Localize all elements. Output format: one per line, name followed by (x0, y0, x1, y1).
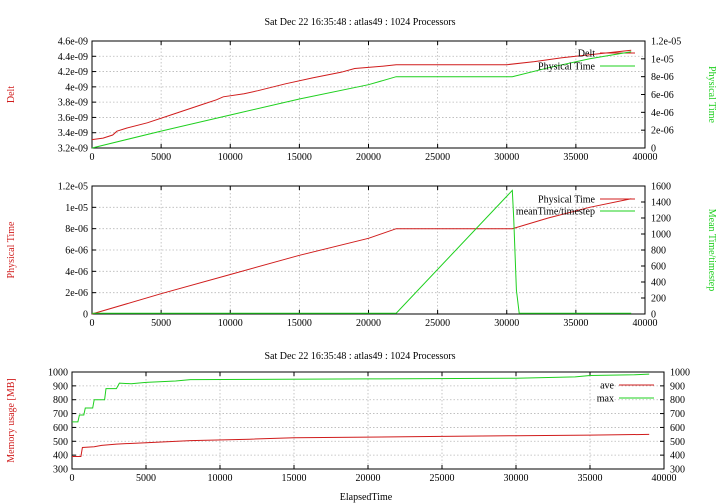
chart1-y-right-tick-label: 2e-06 (651, 126, 674, 137)
chart3-x-tick-label: 35000 (578, 473, 603, 484)
chart3-x-tick-label: 25000 (430, 473, 455, 484)
chart2-y-left-tick-label: 1e-05 (65, 203, 88, 214)
chart3-y-right-tick-label: 900 (670, 381, 685, 392)
chart3-legend-label-2: max (597, 394, 614, 405)
chart3-y-right-tick-label: 1000 (670, 368, 690, 379)
chart1-y-right-tick-label: 0 (651, 144, 656, 155)
chart2-x-tick-label: 15000 (287, 318, 312, 329)
chart2-series-line-2 (92, 189, 632, 314)
chart3-x-tick-label: 40000 (652, 473, 677, 484)
chart2-x-tick-label: 25000 (425, 318, 450, 329)
chart3-y-left-tick-label: 1000 (48, 368, 68, 379)
chart3-y-left-tick-label: 900 (53, 381, 68, 392)
chart2-x-tick-label: 35000 (563, 318, 588, 329)
chart1-series-line-1 (91, 49, 632, 141)
chart3-y-left-tick-label: 800 (53, 395, 68, 406)
chart3-y-left-tick-label: 500 (53, 437, 68, 448)
chart2-y-right-tick-label: 200 (651, 294, 666, 305)
chart1-y-right-tick-label: 6e-06 (651, 90, 674, 101)
chart2-y-left-tick-label: 2e-06 (65, 288, 88, 299)
chart2-y-right-tick-label: 400 (651, 278, 666, 289)
chart3-y-right-tick-label: 300 (670, 465, 685, 476)
chart1-y-right-tick-label: 1.2e-05 (651, 37, 681, 48)
chart3-x-tick-label: 10000 (208, 473, 233, 484)
chart1-y-left-tick-label: 4.6e-09 (58, 37, 88, 48)
chart2-x-tick-label: 40000 (633, 318, 658, 329)
chart2-y-right-tick-label: 1200 (651, 214, 671, 225)
chart3-x-tick-label: 20000 (356, 473, 381, 484)
chart1-y-right-axis-label: Physical Time (706, 66, 717, 124)
chart2-x-tick-label: 10000 (218, 318, 243, 329)
chart3-y-left-tick-label: 600 (53, 423, 68, 434)
chart1-series-line-2 (91, 51, 632, 149)
chart3-series-line-1 (72, 433, 650, 457)
chart2-legend-label-1: Physical Time (538, 195, 596, 206)
chart1-y-left-tick-label: 3.6e-09 (58, 113, 88, 124)
chart2-x-tick-label: 0 (90, 318, 95, 329)
chart1-x-tick-label: 35000 (563, 152, 588, 163)
chart3-y-left-tick-label: 300 (53, 465, 68, 476)
chart1-x-tick-label: 25000 (425, 152, 450, 163)
chart1-y-left-tick-label: 4.4e-09 (58, 52, 88, 63)
chart1-y-right-tick-label: 1e-05 (651, 54, 674, 65)
chart1-y-left-tick-label: 4e-09 (65, 82, 88, 93)
chart2-y-right-tick-label: 1000 (651, 230, 671, 241)
figure-title-top: Sat Dec 22 16:35:48 : atlas49 : 1024 Pro… (264, 17, 455, 28)
chart1-legend-label-1: Delt (578, 49, 595, 60)
x-axis-label: ElapsedTime (340, 492, 393, 503)
chart2-y-right-tick-label: 600 (651, 262, 666, 273)
chart1-legend-label-2: Physical Time (538, 62, 596, 73)
chart1-x-tick-label: 20000 (356, 152, 381, 163)
figure-title-bottom: Sat Dec 22 16:35:48 : atlas49 : 1024 Pro… (264, 351, 455, 362)
chart2-y-left-tick-label: 6e-06 (65, 246, 88, 257)
chart3-y-right-tick-label: 600 (670, 423, 685, 434)
chart3-y-right-tick-label: 500 (670, 437, 685, 448)
chart3-y-right-tick-label: 700 (670, 409, 685, 420)
chart2-y-right-axis-label: Mean Time/timestep (706, 209, 717, 292)
chart2-y-left-tick-label: 1.2e-05 (58, 182, 88, 193)
chart3-x-tick-label: 0 (70, 473, 75, 484)
chart1-y-left-tick-label: 3.2e-09 (58, 144, 88, 155)
chart3-series-line-2 (72, 373, 650, 423)
chart1-y-left-tick-label: 3.8e-09 (58, 98, 88, 109)
chart1-x-tick-label: 0 (90, 152, 95, 163)
chart1-x-tick-label: 5000 (151, 152, 171, 163)
chart1-x-tick-label: 30000 (494, 152, 519, 163)
chart1-y-left-tick-label: 4.2e-09 (58, 67, 88, 78)
chart1-y-right-tick-label: 8e-06 (651, 72, 674, 83)
chart3-x-tick-label: 15000 (282, 473, 307, 484)
chart1-y-left-tick-label: 3.4e-09 (58, 128, 88, 139)
chart2-x-tick-label: 20000 (356, 318, 381, 329)
chart2-x-tick-label: 5000 (151, 318, 171, 329)
chart2-y-right-tick-label: 800 (651, 246, 666, 257)
chart1-y-right-tick-label: 4e-06 (651, 108, 674, 119)
chart1-y-left-axis-label: Delt (6, 86, 17, 103)
chart3-y-left-tick-label: 400 (53, 451, 68, 462)
chart3-x-tick-label: 30000 (504, 473, 529, 484)
chart1-x-tick-label: 10000 (218, 152, 243, 163)
chart1-x-tick-label: 15000 (287, 152, 312, 163)
chart3-y-left-axis-label: Memory usage [MB] (6, 378, 17, 462)
chart3-y-right-tick-label: 800 (670, 395, 685, 406)
chart2-y-right-tick-label: 1600 (651, 182, 671, 193)
chart3-legend-label-1: ave (600, 381, 614, 392)
chart1-x-tick-label: 40000 (633, 152, 658, 163)
chart2-y-left-tick-label: 8e-06 (65, 224, 88, 235)
chart2-x-tick-label: 30000 (494, 318, 519, 329)
chart2-y-left-tick-label: 4e-06 (65, 267, 88, 278)
chart2-series-line-1 (91, 198, 632, 315)
chart3-x-tick-label: 5000 (136, 473, 156, 484)
chart2-y-left-axis-label: Physical Time (6, 221, 17, 279)
chart2-y-left-tick-label: 0 (83, 310, 88, 321)
chart3-y-left-tick-label: 700 (53, 409, 68, 420)
chart2-y-right-tick-label: 0 (651, 310, 656, 321)
chart3-y-right-tick-label: 400 (670, 451, 685, 462)
chart2-legend-label-2: meanTime/timestep (516, 207, 595, 218)
chart2-y-right-tick-label: 1400 (651, 198, 671, 209)
